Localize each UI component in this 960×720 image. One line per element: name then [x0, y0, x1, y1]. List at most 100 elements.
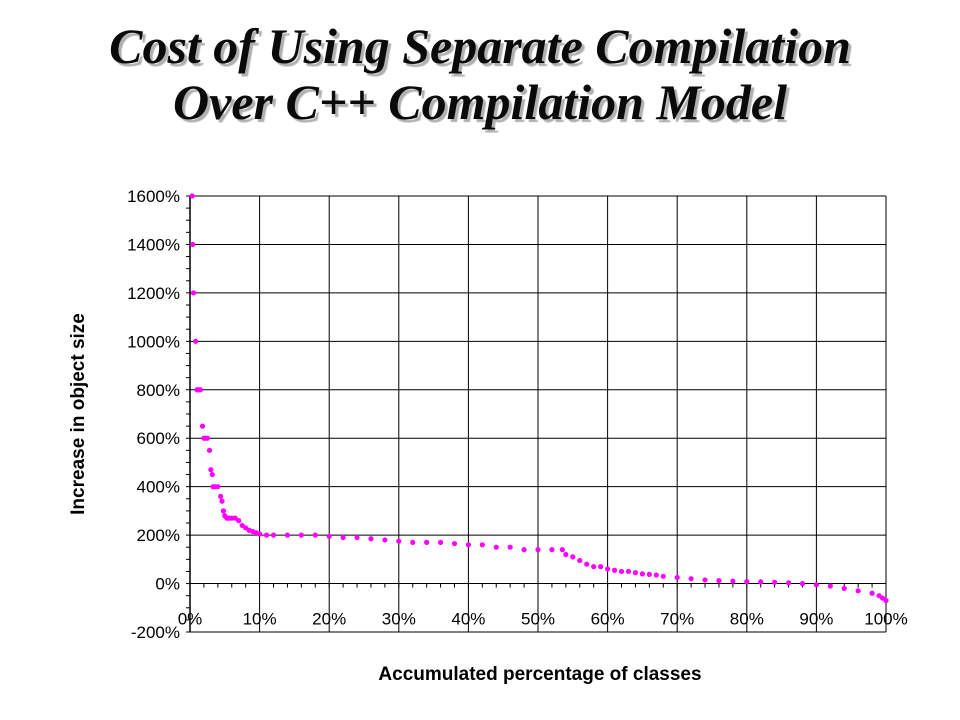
x-tick-label: 100% — [864, 610, 907, 629]
data-point — [218, 493, 224, 499]
y-tick-label: 0% — [155, 575, 180, 594]
data-point — [785, 580, 792, 586]
title-line-1: Cost of Using Separate Compilation — [109, 18, 851, 74]
data-point — [618, 568, 625, 575]
data-point — [465, 542, 471, 548]
y-tick-label: -200% — [131, 623, 180, 642]
y-tick-label: 1000% — [127, 332, 180, 351]
data-point — [220, 508, 227, 514]
x-tick-label: 40% — [451, 610, 485, 629]
data-point — [591, 564, 597, 570]
data-point — [236, 517, 242, 524]
data-point — [716, 578, 722, 584]
data-point — [646, 571, 652, 577]
data-point — [799, 580, 806, 587]
x-tick-label: 0% — [178, 610, 203, 629]
y-tick-label: 1400% — [127, 235, 180, 254]
page-title: Cost of Using Separate Compilation Over … — [0, 18, 960, 130]
data-point — [382, 537, 388, 543]
data-point — [208, 467, 214, 473]
x-tick-label: 80% — [730, 610, 764, 629]
data-point — [549, 547, 555, 553]
x-tick-label: 50% — [521, 610, 555, 629]
data-point — [312, 532, 318, 538]
data-point — [451, 540, 458, 547]
y-axis-title: Increase in object size — [68, 313, 89, 515]
y-tick-label: 1200% — [127, 284, 180, 303]
data-point — [270, 532, 277, 538]
x-tick-label: 10% — [243, 610, 277, 629]
data-point — [674, 574, 680, 581]
data-point — [521, 547, 527, 553]
data-point — [611, 567, 618, 573]
data-point — [758, 579, 764, 585]
data-point — [559, 547, 565, 553]
data-point — [639, 571, 646, 577]
data-point — [535, 547, 541, 553]
x-axis-ticks: 0% 10% 20% 30% 40% 50% 60% 70% 80% 90% 100% — [178, 610, 908, 629]
data-point — [396, 538, 402, 544]
data-point — [354, 534, 360, 541]
data-point — [598, 564, 604, 570]
data-point — [570, 554, 576, 560]
data-point — [340, 534, 346, 541]
data-point — [215, 484, 221, 490]
data-point — [869, 590, 875, 596]
title-line-2: Over C++ Compilation Model — [173, 74, 787, 130]
data-point — [660, 573, 666, 579]
data-point — [219, 498, 225, 504]
data-point — [584, 561, 590, 567]
data-point — [605, 566, 611, 572]
data-point — [653, 572, 659, 578]
data-point — [199, 423, 206, 429]
data-point — [563, 551, 569, 558]
data-point — [368, 536, 374, 542]
data-point — [189, 193, 195, 199]
data-point — [883, 597, 889, 604]
data-point — [192, 338, 199, 344]
data-point — [702, 577, 708, 583]
data-point — [730, 578, 736, 584]
y-tick-label: 600% — [137, 429, 180, 448]
x-axis-title: Accumulated percentage of classes — [378, 664, 701, 685]
y-tick-label: 400% — [137, 478, 180, 497]
data-point — [855, 588, 861, 594]
chart-grid — [186, 195, 887, 633]
data-point — [625, 568, 632, 575]
data-point — [197, 387, 204, 393]
y-tick-label: 1600% — [127, 187, 180, 206]
data-point — [298, 532, 304, 538]
data-point — [577, 557, 583, 564]
data-point — [204, 435, 210, 441]
x-tick-label: 30% — [382, 610, 416, 629]
x-tick-label: 70% — [660, 610, 694, 629]
data-point — [284, 532, 291, 538]
data-point — [424, 539, 430, 545]
data-point — [190, 241, 196, 248]
data-point — [190, 290, 197, 296]
y-tick-label: 800% — [137, 381, 180, 400]
data-point — [326, 533, 332, 539]
data-point — [493, 544, 499, 550]
data-point — [410, 539, 416, 545]
data-point — [209, 471, 215, 478]
data-point — [479, 542, 485, 548]
data-point — [688, 576, 694, 582]
data-point — [813, 582, 820, 588]
y-axis-ticks: -200% 0% 200% 400% 600% 800% 1000% 1200% 1400% 16… — [127, 187, 180, 642]
data-point — [841, 585, 847, 592]
data-point — [632, 570, 639, 576]
data-point — [437, 539, 444, 545]
data-point — [507, 544, 513, 550]
data-point — [827, 583, 833, 589]
data-points — [189, 193, 889, 604]
y-tick-label: 200% — [137, 526, 180, 545]
x-tick-label: 90% — [799, 610, 833, 629]
data-point — [772, 579, 778, 585]
data-point — [206, 447, 213, 453]
data-point — [263, 532, 270, 538]
x-tick-label: 20% — [312, 610, 346, 629]
x-tick-label: 60% — [591, 610, 625, 629]
data-point — [257, 531, 263, 537]
